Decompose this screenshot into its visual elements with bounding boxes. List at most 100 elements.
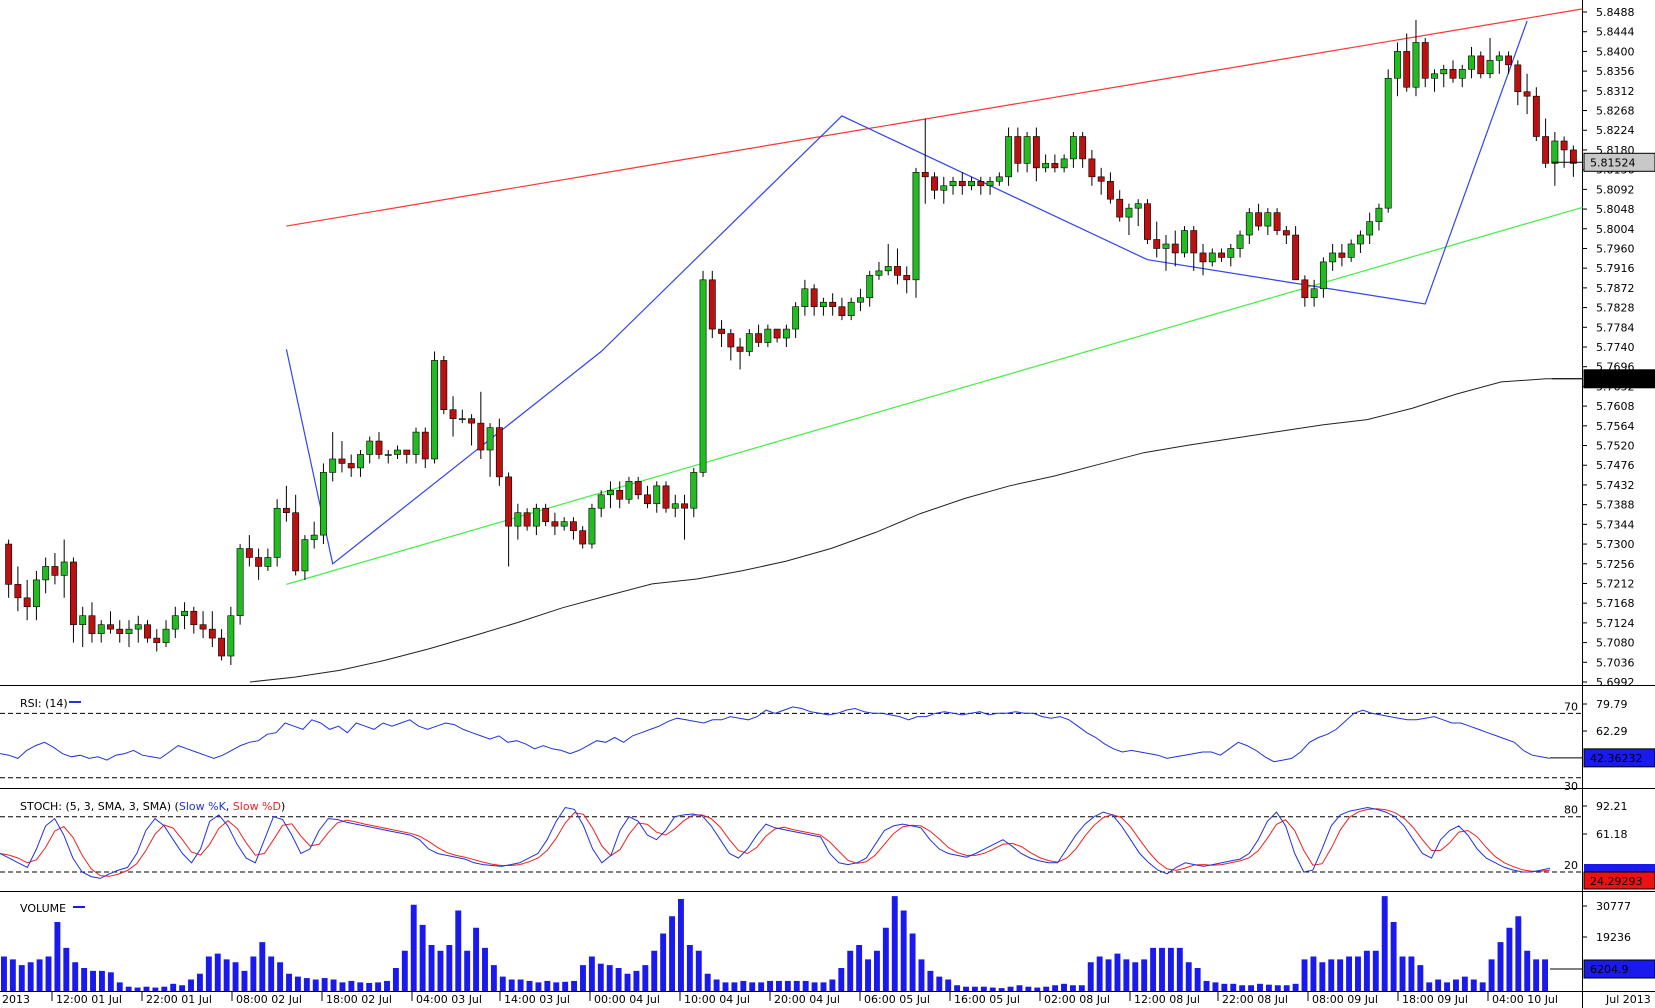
time-tick-label: 12:00 01 Jul [56, 993, 122, 1006]
moving-average [249, 378, 1582, 683]
volume-bar [107, 972, 114, 991]
volume-bar [1167, 947, 1174, 991]
candle-body-down [773, 328, 781, 339]
candle [986, 176, 994, 195]
volume-bar [348, 980, 355, 991]
candle [1375, 203, 1383, 231]
volume-bar [971, 986, 978, 991]
candle-body-up [801, 288, 809, 307]
volume-bar [758, 982, 765, 991]
stoch-tick-label: 61.18 [1596, 828, 1628, 841]
candle [486, 423, 494, 477]
volume-bar [1435, 979, 1442, 991]
stoch-label-sep: , [226, 800, 233, 813]
candle [1153, 221, 1161, 258]
candle [875, 261, 883, 280]
candle-body-up [1134, 203, 1142, 209]
volume-bar [1034, 987, 1041, 991]
volume-bar [1524, 950, 1531, 991]
candle-body-down [1171, 243, 1179, 254]
candle [1458, 64, 1466, 88]
candle [1329, 243, 1337, 271]
price-tick-label: 5.7036 [1596, 656, 1635, 669]
volume-bar [1542, 959, 1548, 991]
candle [819, 297, 827, 316]
price-tick-label: 5.7564 [1596, 420, 1635, 433]
candle [940, 176, 948, 204]
volume-legend-swatch [73, 906, 85, 908]
candle-body-down [153, 637, 161, 643]
time-tick-label: 18:00 02 Jul [326, 993, 392, 1006]
candle-body-up [514, 512, 522, 527]
candle [736, 338, 744, 370]
candle-body-up [1060, 158, 1068, 169]
price-tick-label: 5.8092 [1596, 183, 1635, 196]
volume-bar [446, 945, 453, 991]
candle-body-down [1097, 176, 1105, 182]
candle-body-up [1458, 69, 1466, 79]
candle-body-down [245, 548, 253, 558]
volume-bar [615, 968, 622, 991]
volume-bar [321, 978, 328, 991]
volume-bar [1461, 976, 1468, 991]
candle-body-down [921, 172, 929, 178]
volume-bar [1007, 986, 1014, 991]
stoch-value-text: 24.29293 [1590, 875, 1643, 888]
candle [1338, 243, 1346, 267]
candle-body-down [477, 422, 485, 451]
candle [829, 293, 837, 316]
volume-panel: VOLUME 30777 19236 6204.9 [1, 896, 1655, 991]
candle [264, 548, 272, 571]
candle [1218, 248, 1225, 262]
candle [1107, 172, 1114, 204]
candle-body-down [1088, 158, 1096, 178]
rsi-label: RSI: (14) [20, 697, 68, 710]
volume-bar [1337, 959, 1344, 991]
candle [505, 472, 513, 567]
candle [912, 167, 920, 298]
candle-body-down [107, 624, 114, 630]
candle-body-up [1245, 212, 1253, 236]
candle-body-down [1116, 198, 1124, 218]
volume-bar [1497, 942, 1504, 991]
candle [903, 266, 911, 294]
candle [1449, 60, 1457, 83]
price-tick-label: 5.7212 [1596, 577, 1635, 590]
volume-bar [268, 956, 275, 991]
candle [116, 620, 124, 643]
candle-body-down [644, 494, 651, 505]
time-tick-label: 10:00 04 Jul [684, 993, 750, 1006]
candle-body-down [681, 503, 688, 509]
candle [79, 606, 87, 648]
candle [958, 172, 966, 195]
candle-body-down [1338, 252, 1346, 258]
volume-bar [330, 979, 337, 991]
volume-bar [384, 980, 390, 991]
volume-bar [98, 970, 105, 991]
candle-body-down [116, 628, 124, 634]
rsi-panel: RSI: (14) 70 30 79.79 62.29 42.36232 [0, 697, 1655, 793]
price-tick-label: 5.7300 [1596, 538, 1635, 551]
volume-bar [722, 982, 729, 991]
candle [1162, 235, 1170, 271]
candle [218, 629, 226, 661]
volume-bar [731, 982, 738, 991]
candle [588, 503, 596, 549]
volume-bar [179, 985, 186, 991]
candle [792, 302, 800, 339]
candle [282, 485, 290, 522]
candle [1227, 243, 1235, 267]
volume-bar [686, 945, 693, 991]
volume-bar [820, 982, 827, 991]
rsi-tick-label: 79.79 [1596, 698, 1628, 711]
price-tick-label: 5.7828 [1596, 302, 1635, 315]
candle [1042, 154, 1050, 173]
volume-bar [312, 979, 319, 991]
candle-body-down [838, 306, 846, 316]
candle-body-down [505, 476, 513, 527]
candle-body-up [1394, 51, 1401, 79]
candle-body-up [384, 454, 392, 456]
candle-body-down [1514, 64, 1522, 93]
